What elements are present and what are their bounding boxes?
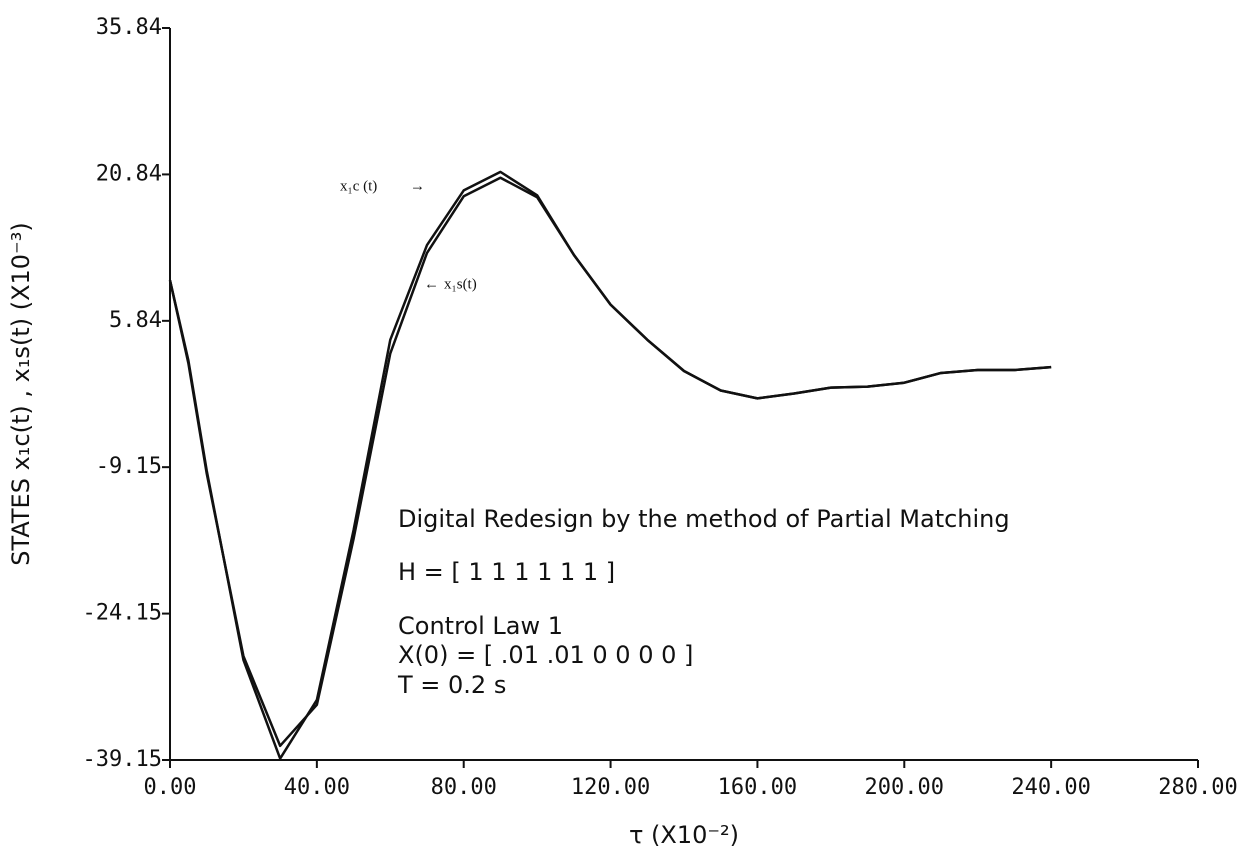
x-tick-label: 200.00: [865, 775, 944, 800]
x-tick-label: 40.00: [284, 775, 350, 800]
arrow: →: [410, 178, 425, 194]
annotation: T = 0.2 s: [397, 671, 506, 699]
y-axis-label: STATES x₁c(t) , x₁s(t) (X10⁻³): [7, 222, 35, 565]
x-tick-label: 240.00: [1011, 775, 1090, 800]
series-line: [168, 176, 1052, 748]
annotation: H = [ 1 1 1 1 1 1 ]: [398, 558, 615, 586]
x-tick-label: 80.00: [431, 775, 497, 800]
x-tick-label: 160.00: [718, 775, 797, 800]
arrow: ←: [424, 276, 439, 292]
x-tick-label: 120.00: [571, 775, 650, 800]
y-tick-label: 20.84: [96, 161, 162, 186]
y-tick-label: 5.84: [109, 308, 162, 333]
series-label: x₁s(t): [444, 276, 477, 292]
series-label: x₁c (t): [340, 178, 377, 194]
annotation: Control Law 1: [398, 612, 563, 640]
series-line: [168, 170, 1052, 760]
y-tick-label: -24.15: [83, 601, 162, 626]
y-tick-label: 35.84: [96, 15, 162, 40]
y-tick-label: -39.15: [83, 747, 162, 772]
y-tick-label: -9.15: [96, 454, 162, 479]
x-tick-label: 0.00: [144, 775, 197, 800]
annotation: X(0) = [ .01 .01 0 0 0 0 ]: [398, 641, 693, 669]
x-axis-label: τ (X10⁻²): [629, 821, 739, 849]
annotation: Digital Redesign by the method of Partia…: [398, 505, 1010, 533]
x-tick-label: 280.00: [1158, 775, 1237, 800]
